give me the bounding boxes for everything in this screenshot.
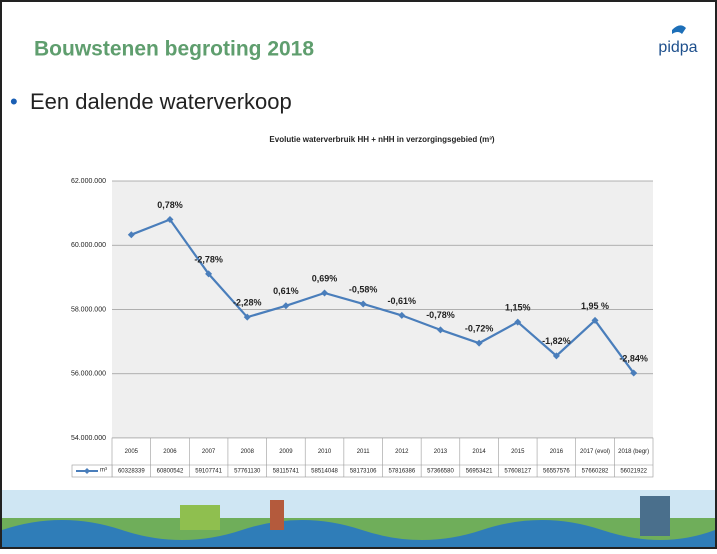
- point-label: -0,78%: [426, 310, 455, 320]
- x-tick-label: 2009: [279, 449, 293, 455]
- bottom-banner: [2, 490, 715, 547]
- x-tick-label: 2014: [472, 449, 486, 455]
- chart-title: Evolutie waterverbruik HH + nHH in verzo…: [269, 135, 494, 144]
- legend-label: m³: [100, 468, 107, 474]
- logo: pidpa: [658, 39, 697, 56]
- x-tick-label: 2013: [434, 449, 448, 455]
- point-label: 0,78%: [157, 200, 183, 210]
- y-tick-label: 56.000.000: [71, 371, 106, 378]
- x-tick-label: 2015: [511, 449, 525, 455]
- x-tick-label: 2017 (evol): [580, 449, 610, 455]
- table-value: 57366580: [427, 469, 454, 475]
- table-value: 57608127: [504, 469, 531, 475]
- y-tick-label: 60.000.000: [71, 242, 106, 249]
- slide: Bouwstenen begroting 2018 pidpa • Een da…: [0, 0, 717, 549]
- point-label: 1,15%: [505, 302, 531, 312]
- table-value: 58115741: [273, 469, 300, 475]
- x-tick-label: 2008: [241, 449, 255, 455]
- point-label: -0,72%: [465, 323, 494, 333]
- x-tick-label: 2011: [357, 449, 371, 455]
- point-label: -2,78%: [194, 254, 223, 264]
- table-value: 58514048: [311, 469, 338, 475]
- y-tick-label: 54.000.000: [71, 435, 106, 442]
- x-tick-label: 2012: [395, 449, 409, 455]
- table-value: 58173106: [350, 469, 377, 475]
- y-tick-label: 58.000.000: [71, 306, 106, 313]
- table-value: 57660282: [582, 469, 609, 475]
- bullet-mark: •: [10, 89, 18, 114]
- x-tick-label: 2018 (begr): [618, 449, 649, 455]
- table-value: 56557576: [543, 469, 570, 475]
- table-value: 60328339: [118, 469, 145, 475]
- slide-title: Bouwstenen begroting 2018: [34, 38, 314, 61]
- y-tick-label: 62.000.000: [71, 178, 106, 185]
- x-tick-label: 2006: [163, 449, 177, 455]
- table-value: 56953421: [466, 469, 493, 475]
- table-value: 57816386: [388, 469, 415, 475]
- point-label: -0,58%: [349, 284, 378, 294]
- x-tick-label: 2010: [318, 449, 332, 455]
- table-value: 57761130: [234, 469, 261, 475]
- table-value: 59107741: [195, 469, 222, 475]
- table-value: 60800542: [157, 469, 184, 475]
- x-tick-label: 2016: [550, 449, 564, 455]
- point-label: -1,82%: [542, 336, 571, 346]
- table-value: 56021922: [620, 469, 647, 475]
- point-label: 1,95 %: [581, 301, 609, 311]
- point-label: -2,28%: [233, 298, 262, 308]
- point-label: -0,61%: [388, 296, 417, 306]
- x-tick-label: 2007: [202, 449, 216, 455]
- point-label: 0,61%: [273, 286, 299, 296]
- point-label: 0,69%: [312, 273, 338, 283]
- x-tick-label: 2005: [125, 449, 139, 455]
- bullet-text: Een dalende waterverkoop: [30, 89, 292, 114]
- point-label: -2,84%: [619, 353, 648, 363]
